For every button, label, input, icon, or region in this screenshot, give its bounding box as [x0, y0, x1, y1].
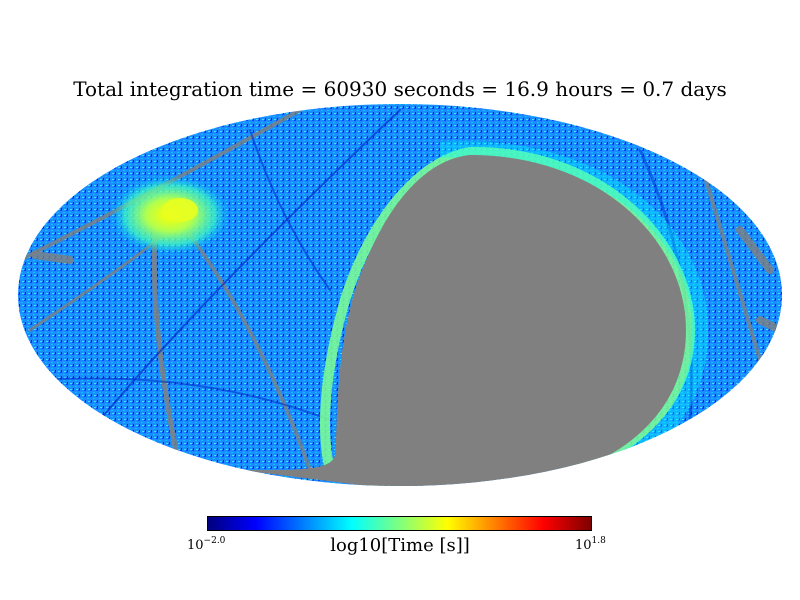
scan-stripe: [151, 227, 183, 473]
unobserved-region: [240, 155, 686, 486]
hotspot-core: [162, 198, 198, 222]
chart-title: Total integration time = 60930 seconds =…: [73, 77, 727, 101]
scan-stripe: [31, 251, 74, 264]
scan-stripes: [18, 108, 782, 473]
scan-stripe: [99, 109, 401, 421]
colorbar-max-tick: 101.8: [575, 536, 606, 553]
scan-stripe: [188, 233, 312, 472]
colorbar: [207, 516, 592, 531]
colorbar-label: log10[Time [s]]: [330, 535, 470, 556]
scan-edge-outer: [439, 141, 709, 473]
scan-stripe: [698, 158, 762, 362]
scan-stripe: [249, 129, 331, 291]
scan-stripe: [39, 377, 331, 421]
colorbar-min-tick: 10−2.0: [187, 536, 226, 553]
scan-stripe: [736, 226, 774, 274]
